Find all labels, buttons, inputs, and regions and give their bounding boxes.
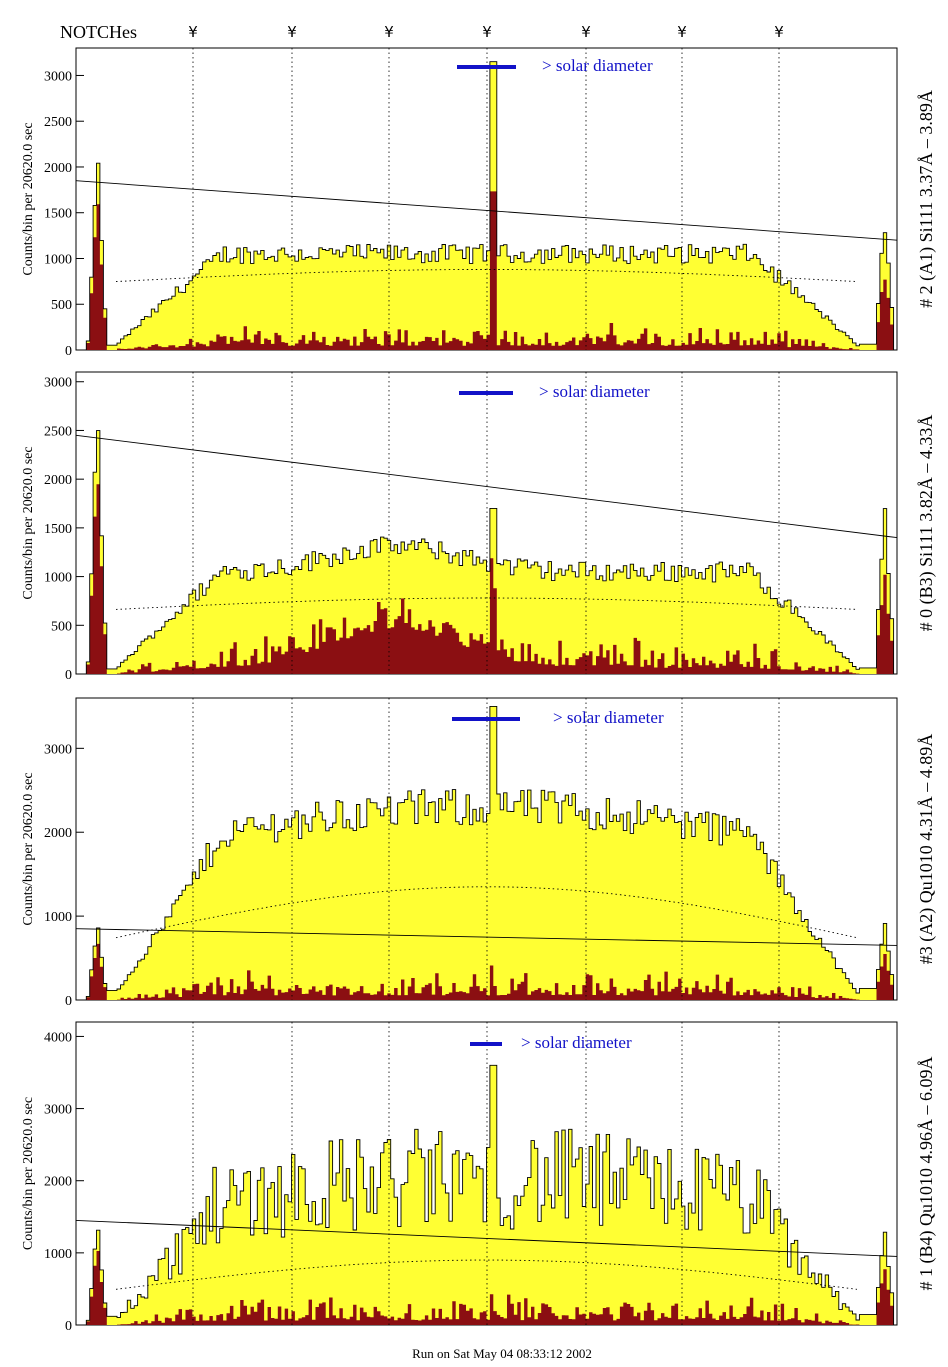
y-tick-label: 2500: [44, 115, 72, 130]
panel-1: 0 500 1000 1500 2000 2500 3000 Counts/bin per 2…: [21, 47, 937, 359]
notch-symbol-1: ¥: [188, 23, 198, 41]
total-counts-area: [76, 430, 897, 674]
y-tick-label: 3000: [44, 69, 72, 84]
total-counts-outline: [76, 705, 897, 1001]
y-axis-label: Counts/bin per 20620.0 sec: [21, 122, 36, 275]
y-tick-label: 2000: [44, 473, 72, 488]
y-tick-label: 1000: [44, 1247, 72, 1262]
solar-diameter-label: > solar diameter: [539, 382, 650, 401]
y-tick-label: 0: [65, 344, 72, 359]
y-axis-label: Counts/bin per 20620.0 sec: [21, 772, 36, 925]
panel-side-label: #3 (A2) Qu1010 4.31Å – 4.89Å: [916, 734, 937, 964]
trend-line: [75, 434, 898, 539]
y-tick-label: 0: [65, 994, 72, 1009]
panel-2: 0 500 1000 1500 2000 2500 3000 Counts/bin per 2…: [21, 371, 937, 683]
notches-label: NOTCHes: [60, 22, 137, 42]
y-tick-label: 1000: [44, 252, 72, 267]
y-tick-label: 2500: [44, 424, 72, 439]
trend-line: [75, 928, 898, 946]
y-tick-label: 3000: [44, 742, 72, 757]
y-tick-label: 0: [65, 1319, 72, 1334]
y-tick-label: 500: [51, 298, 72, 313]
panel-side-label: # 1 (B4) Qu1010 4.96Å – 6.09Å: [916, 1057, 937, 1291]
panel-side-label: # 2 (A1) Si111 3.37Å – 3.89Å: [916, 90, 937, 308]
y-tick-label: 2000: [44, 1175, 72, 1190]
notch-symbol-2: ¥: [287, 23, 297, 41]
notch-marker-row: ¥ ¥ ¥ ¥ ¥ ¥ ¥: [188, 23, 784, 41]
y-tick-label: 0: [65, 668, 72, 683]
solar-diameter-label: > solar diameter: [542, 56, 653, 75]
trend-line: [75, 180, 898, 241]
notch-symbol-6: ¥: [677, 23, 687, 41]
total-counts-area: [76, 706, 897, 1000]
y-tick-label: 1500: [44, 207, 72, 222]
notch-symbol-5: ¥: [581, 23, 591, 41]
y-tick-label: 3000: [44, 1103, 72, 1118]
notch-symbol-7: ¥: [774, 23, 784, 41]
total-counts-outline: [76, 430, 897, 675]
y-tick-label: 1000: [44, 571, 72, 586]
y-tick-label: 1500: [44, 522, 72, 537]
smoothed-fit-curve: [115, 597, 858, 610]
run-timestamp: Run on Sat May 04 08:33:12 2002: [412, 1346, 592, 1361]
y-tick-label: 2000: [44, 161, 72, 176]
background-counts-area: [76, 943, 897, 1000]
notch-symbol-3: ¥: [384, 23, 394, 41]
y-tick-label: 4000: [44, 1030, 72, 1045]
total-counts-outline: [76, 61, 897, 351]
smoothed-fit-curve: [115, 886, 858, 939]
y-tick-label: 500: [51, 619, 72, 634]
y-axis-label: Counts/bin per 20620.0 sec: [21, 446, 36, 599]
background-counts-area: [76, 1251, 897, 1325]
solar-diameter-label: > solar diameter: [521, 1033, 632, 1052]
notch-symbol-4: ¥: [482, 23, 492, 41]
panels-group: 0 500 1000 1500 2000 2500 3000 Counts/bin per 2…: [21, 47, 937, 1334]
total-counts-area: [76, 61, 897, 350]
solar-diameter-label: > solar diameter: [553, 708, 664, 727]
y-tick-label: 2000: [44, 826, 72, 841]
panel-4: 0 1000 2000 3000 4000 Counts/bin per 20620.0 …: [21, 1021, 937, 1334]
y-tick-label: 3000: [44, 376, 72, 391]
trend-line: [75, 1219, 898, 1257]
smoothed-fit-curve: [115, 269, 858, 282]
total-counts-outline: [76, 1064, 897, 1326]
panel-3: 0 1000 2000 3000 Counts/bin per 20620.0 sec #…: [21, 697, 937, 1009]
panel-side-label: # 0 (B3) Si111 3.82Å – 4.33Å: [916, 415, 937, 632]
y-axis-label: Counts/bin per 20620.0 sec: [21, 1097, 36, 1250]
y-tick-label: 1000: [44, 910, 72, 925]
